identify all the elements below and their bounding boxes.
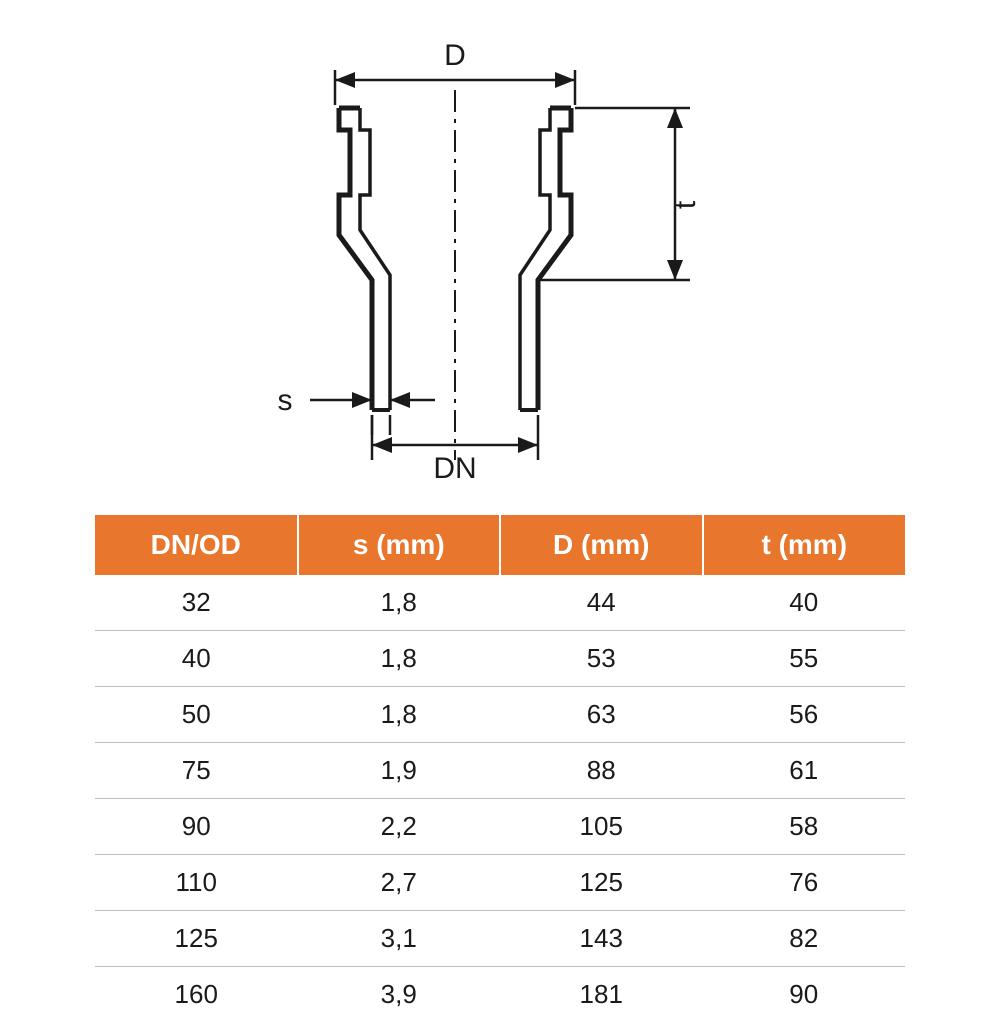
table-cell: 55 — [703, 631, 906, 687]
table-row: 751,98861 — [95, 743, 905, 799]
table-cell: 1,8 — [298, 575, 501, 631]
table-cell: 181 — [500, 967, 703, 1022]
table-cell: 40 — [95, 631, 298, 687]
table-cell: 2,2 — [298, 799, 501, 855]
table-body: 321,84440401,85355501,86356751,98861902,… — [95, 575, 905, 1022]
table-cell: 56 — [703, 687, 906, 743]
table-cell: 125 — [95, 911, 298, 967]
table-cell: 3,9 — [298, 967, 501, 1022]
table-cell: 105 — [500, 799, 703, 855]
table-cell: 58 — [703, 799, 906, 855]
table-row: 321,84440 — [95, 575, 905, 631]
spec-table: DN/ODs (mm)D (mm)t (mm) 321,84440401,853… — [95, 515, 905, 1022]
column-header: t (mm) — [703, 515, 906, 575]
table-cell: 44 — [500, 575, 703, 631]
column-header: s (mm) — [298, 515, 501, 575]
table-cell: 1,8 — [298, 687, 501, 743]
table-cell: 143 — [500, 911, 703, 967]
pipe-diagram: D t — [180, 30, 820, 480]
column-header: D (mm) — [500, 515, 703, 575]
table-cell: 125 — [500, 855, 703, 911]
table-cell: 88 — [500, 743, 703, 799]
table-row: 902,210558 — [95, 799, 905, 855]
column-header: DN/OD — [95, 515, 298, 575]
label-d: D — [444, 39, 466, 72]
table-cell: 82 — [703, 911, 906, 967]
table-cell: 32 — [95, 575, 298, 631]
pipe-svg: D t — [180, 30, 820, 480]
table-row: 1603,918190 — [95, 967, 905, 1022]
table-row: 501,86356 — [95, 687, 905, 743]
table-cell: 1,9 — [298, 743, 501, 799]
label-dn: DN — [433, 452, 476, 480]
table-cell: 160 — [95, 967, 298, 1022]
table-cell: 3,1 — [298, 911, 501, 967]
table-cell: 50 — [95, 687, 298, 743]
table-row: 1102,712576 — [95, 855, 905, 911]
table-cell: 63 — [500, 687, 703, 743]
label-s: s — [278, 384, 293, 417]
table-header: DN/ODs (mm)D (mm)t (mm) — [95, 515, 905, 575]
table-row: 401,85355 — [95, 631, 905, 687]
dim-s: s — [278, 384, 436, 435]
table-cell: 110 — [95, 855, 298, 911]
table-cell: 61 — [703, 743, 906, 799]
table-cell: 2,7 — [298, 855, 501, 911]
table-cell: 75 — [95, 743, 298, 799]
table-row: 1253,114382 — [95, 911, 905, 967]
table-cell: 76 — [703, 855, 906, 911]
table-cell: 1,8 — [298, 631, 501, 687]
table-cell: 53 — [500, 631, 703, 687]
table-cell: 90 — [95, 799, 298, 855]
dimensions-table: DN/ODs (mm)D (mm)t (mm) 321,84440401,853… — [95, 515, 905, 1022]
table-cell: 90 — [703, 967, 906, 1022]
table-cell: 40 — [703, 575, 906, 631]
label-t: t — [669, 200, 702, 209]
